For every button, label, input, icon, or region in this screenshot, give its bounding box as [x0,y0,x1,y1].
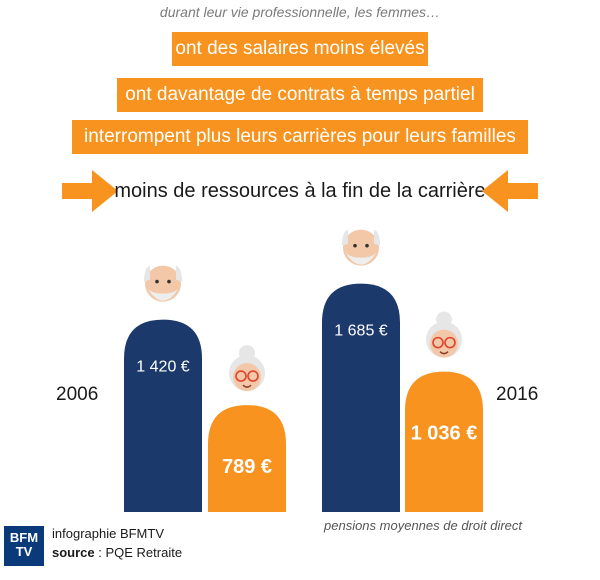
footnote: pensions moyennes de droit direct [324,518,523,533]
bar-2016-women [405,371,483,512]
man-beard-0 [147,287,179,301]
man-eye-right-1 [365,243,369,248]
year-label-2006: 2006 [56,384,99,405]
woman-head-icon-0 [233,363,261,392]
reason-band-career-breaks: interrompent plus leurs carrières pour l… [72,120,528,154]
woman-glasses-left-0 [235,370,247,382]
reason-band-salaries: ont des salaires moins élevés [172,32,428,66]
man-beard-1 [345,251,377,265]
man-eye-left-1 [353,243,357,248]
credit-source: source : PQE Retraite [52,545,183,560]
woman-glasses-right-1 [444,336,456,349]
value-label-2016-men: 1 685 € [334,323,387,340]
man-collar-1 [353,273,369,282]
value-label-2006-women: 789 € [222,456,272,478]
man-eye-left-0 [155,279,159,284]
year-label-2016: 2016 [496,384,539,405]
arrow-right-icon [62,170,118,212]
bar-2006-women [208,405,286,512]
woman-glasses-left-1 [432,336,444,349]
man-collar-0 [155,309,171,318]
woman-smile-0 [242,384,252,388]
bfmtv-logo: BFM TV [4,526,44,566]
intro-text: durant leur vie professionnelle, les fem… [159,4,441,20]
arrow-left-icon [482,170,538,212]
credit-infographie: infographie BFMTV [52,526,164,541]
bar-2016-men [322,283,400,512]
woman-glasses-right-0 [247,370,259,382]
man-eye-right-0 [167,279,171,284]
value-label-2006-men: 1 420 € [136,359,189,376]
bar-2006-men [124,319,202,512]
value-label-2016-women: 1 036 € [411,423,478,445]
man-hair-0 [144,265,182,282]
woman-smile-1 [439,351,449,355]
woman-head-icon-1 [430,329,458,358]
conclusion-text: moins de ressources à la fin de la carri… [114,180,486,202]
reason-band-part-time: ont davantage de contrats à temps partie… [117,78,483,112]
man-hair-1 [342,229,380,246]
